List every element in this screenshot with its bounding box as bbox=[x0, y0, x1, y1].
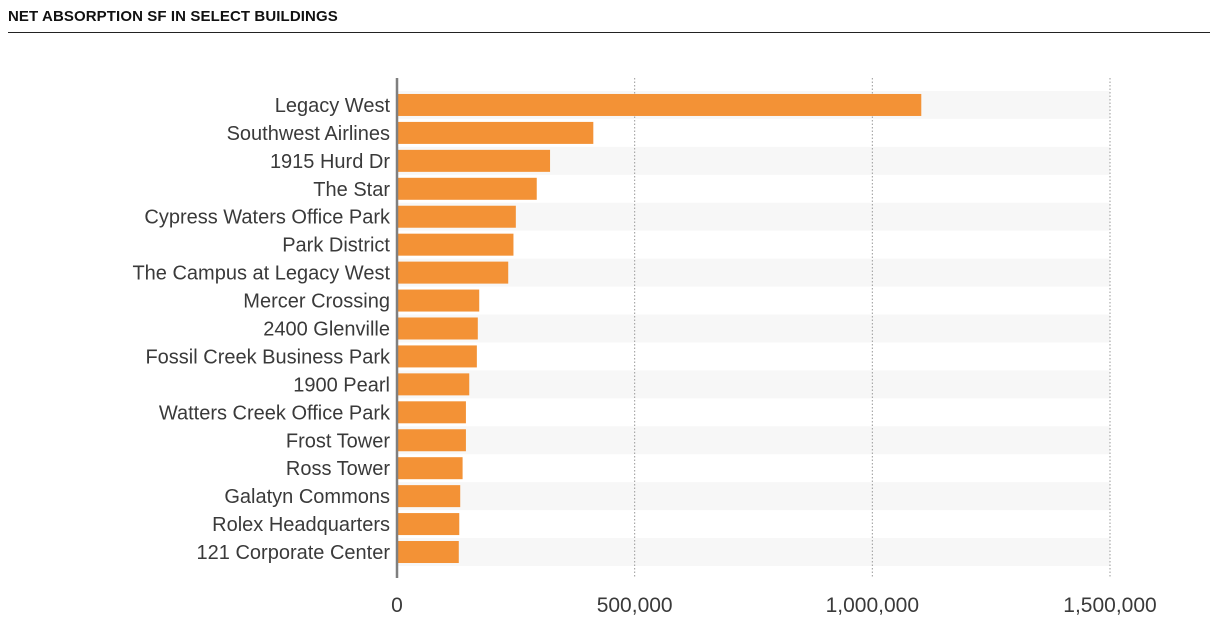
bar bbox=[397, 457, 463, 480]
bar bbox=[397, 261, 509, 284]
category-label: Fossil Creek Business Park bbox=[145, 346, 391, 368]
bar bbox=[397, 177, 537, 200]
x-tick-label: 500,000 bbox=[597, 594, 673, 617]
category-label: Southwest Airlines bbox=[227, 123, 390, 145]
category-label: Galatyn Commons bbox=[224, 486, 390, 508]
category-label: Rolex Headquarters bbox=[212, 514, 390, 536]
bar bbox=[397, 289, 480, 312]
x-tick-label: 1,500,000 bbox=[1063, 594, 1156, 617]
row-band bbox=[397, 314, 1110, 343]
row-band bbox=[397, 258, 1110, 287]
category-label: The Campus at Legacy West bbox=[132, 263, 390, 285]
bar bbox=[397, 373, 470, 396]
x-tick-label: 1,000,000 bbox=[826, 594, 919, 617]
category-label: Park District bbox=[282, 235, 390, 257]
category-label: Ross Tower bbox=[286, 458, 390, 480]
bar bbox=[397, 93, 922, 116]
row-band bbox=[397, 370, 1110, 399]
category-label: The Star bbox=[313, 179, 390, 201]
row-band bbox=[397, 482, 1110, 511]
category-label: 121 Corporate Center bbox=[197, 542, 391, 564]
category-label: 1900 Pearl bbox=[293, 374, 390, 396]
bar bbox=[397, 345, 477, 368]
category-label: Legacy West bbox=[275, 95, 391, 117]
bar bbox=[397, 317, 478, 340]
category-label: 1915 Hurd Dr bbox=[270, 151, 390, 173]
category-label: 2400 Glenville bbox=[263, 318, 390, 340]
category-label: Mercer Crossing bbox=[243, 291, 390, 313]
bar bbox=[397, 205, 516, 228]
bar bbox=[397, 513, 460, 536]
chart-title: NET ABSORPTION SF IN SELECT BUILDINGS bbox=[8, 8, 338, 25]
chart-header: NET ABSORPTION SF IN SELECT BUILDINGS bbox=[8, 6, 1210, 33]
bar bbox=[397, 149, 551, 172]
bar bbox=[397, 233, 514, 256]
bar bbox=[397, 541, 459, 564]
category-label: Cypress Waters Office Park bbox=[144, 207, 391, 229]
category-label: Frost Tower bbox=[286, 430, 390, 452]
x-tick-label: 0 bbox=[391, 594, 403, 617]
bar bbox=[397, 429, 466, 452]
row-band bbox=[397, 426, 1110, 455]
row-band bbox=[397, 538, 1110, 566]
category-label: Watters Creek Office Park bbox=[159, 402, 391, 424]
bar bbox=[397, 485, 461, 508]
bar bbox=[397, 121, 594, 144]
bar bbox=[397, 401, 466, 424]
